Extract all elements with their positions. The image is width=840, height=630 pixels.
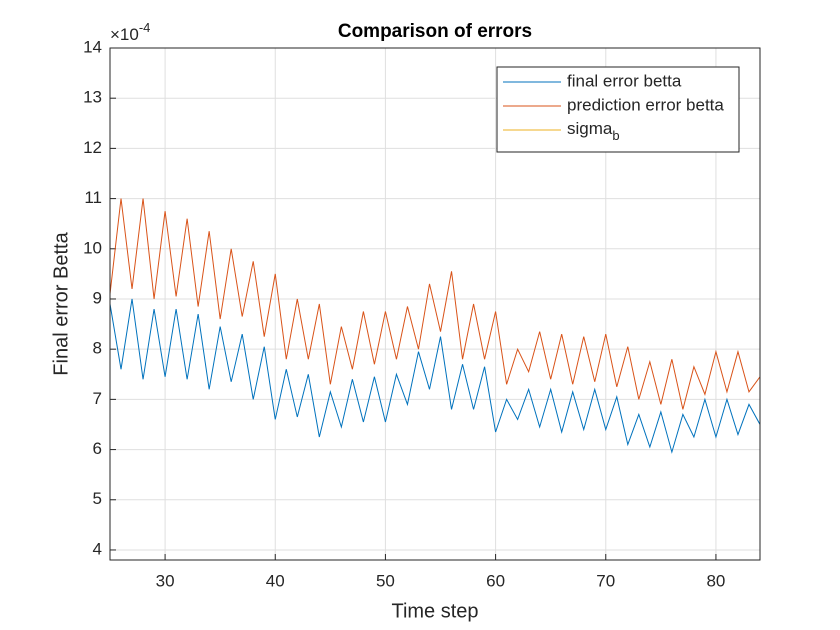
data-line [110,198,760,410]
legend-label: sigmab [567,119,620,143]
y-multiplier: ×10-4 [110,20,150,44]
data-line [110,298,760,454]
y-tick-label: 5 [93,489,102,508]
x-tick-label: 30 [156,571,175,590]
y-tick-label: 13 [83,88,102,107]
y-tick-label: 8 [93,339,102,358]
legend-label: final error betta [567,71,682,90]
x-tick-label: 80 [706,571,725,590]
multiplier-exponent: -4 [139,20,151,35]
y-tick-label: 9 [93,288,102,307]
y-tick-label: 12 [83,138,102,157]
chart-title: Comparison of errors [338,21,532,42]
axes-box [109,47,761,561]
legend-box [496,66,740,153]
multiplier-base: ×10 [110,25,139,44]
y-tick-label: 6 [93,439,102,458]
x-tick-label: 40 [266,571,285,590]
x-tick-label: 60 [486,571,505,590]
legend-label-main: sigma [567,119,613,138]
y-axis-label: Final error Betta [50,231,72,375]
legend-label-sub: b [612,128,619,143]
y-tick-label: 7 [93,389,102,408]
x-tick-label: 50 [376,571,395,590]
x-axis-label: Time step [391,600,478,622]
x-tick-label: 70 [596,571,615,590]
y-tick-label: 10 [83,238,102,257]
y-tick-label: 11 [84,188,102,207]
legend: final error betta prediction error betta s… [496,66,740,153]
y-tick-label: 14 [83,37,102,56]
legend-label: prediction error betta [567,95,724,114]
y-tick-label: 4 [93,539,102,558]
